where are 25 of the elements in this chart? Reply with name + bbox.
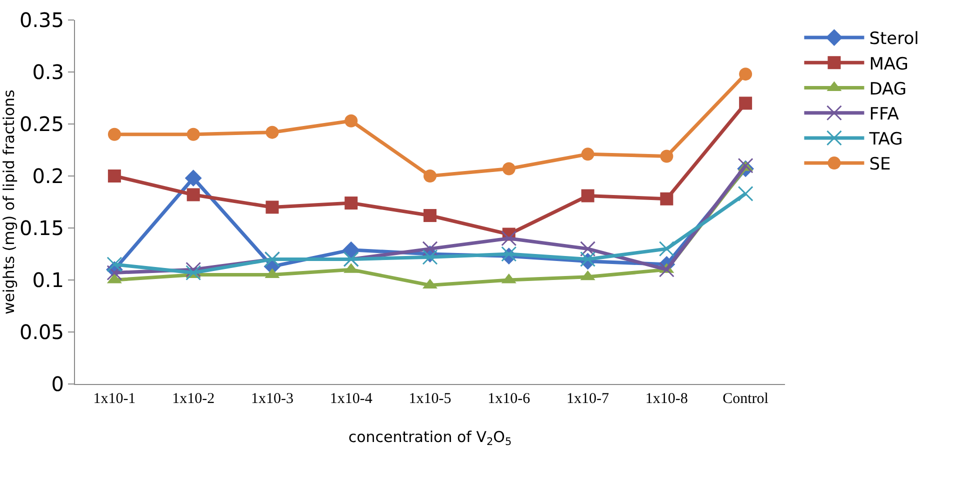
legend-label: Sterol: [869, 29, 919, 50]
legend-label: TAG: [868, 130, 903, 150]
y-tick-label: 0.15: [19, 216, 64, 240]
x-tick-label: 1x10-8: [645, 391, 688, 407]
y-tick-label: 0.3: [32, 60, 64, 84]
y-tick-label: 0.25: [19, 112, 64, 136]
x-tick-label: 1x10-1: [93, 391, 136, 407]
legend-label: FFA: [869, 104, 900, 124]
legend-label: SE: [869, 154, 891, 175]
x-tick-label: 1x10-6: [488, 391, 531, 407]
y-tick-label: 0.35: [19, 8, 64, 32]
y-axis-title: weights (mg) of lipid fractions: [0, 89, 18, 314]
legend-label: MAG: [869, 54, 908, 74]
legend-label: DAG: [869, 79, 906, 100]
x-tick-label: 1x10-2: [172, 391, 215, 407]
x-tick-label: 1x10-4: [330, 391, 373, 407]
y-tick-label: 0.1: [32, 268, 64, 292]
x-tick-label: Control: [722, 391, 768, 407]
x-tick-label: 1x10-3: [250, 391, 294, 407]
y-tick-label: 0: [51, 372, 64, 396]
x-tick-label: 1x10-5: [408, 391, 452, 407]
x-tick-label: 1x10-7: [566, 391, 610, 407]
x-axis-title: concentration of V$_{2}$O$_{5}$: [348, 428, 512, 448]
y-tick-label: 0.2: [32, 164, 64, 188]
y-tick-label: 0.05: [19, 320, 64, 344]
